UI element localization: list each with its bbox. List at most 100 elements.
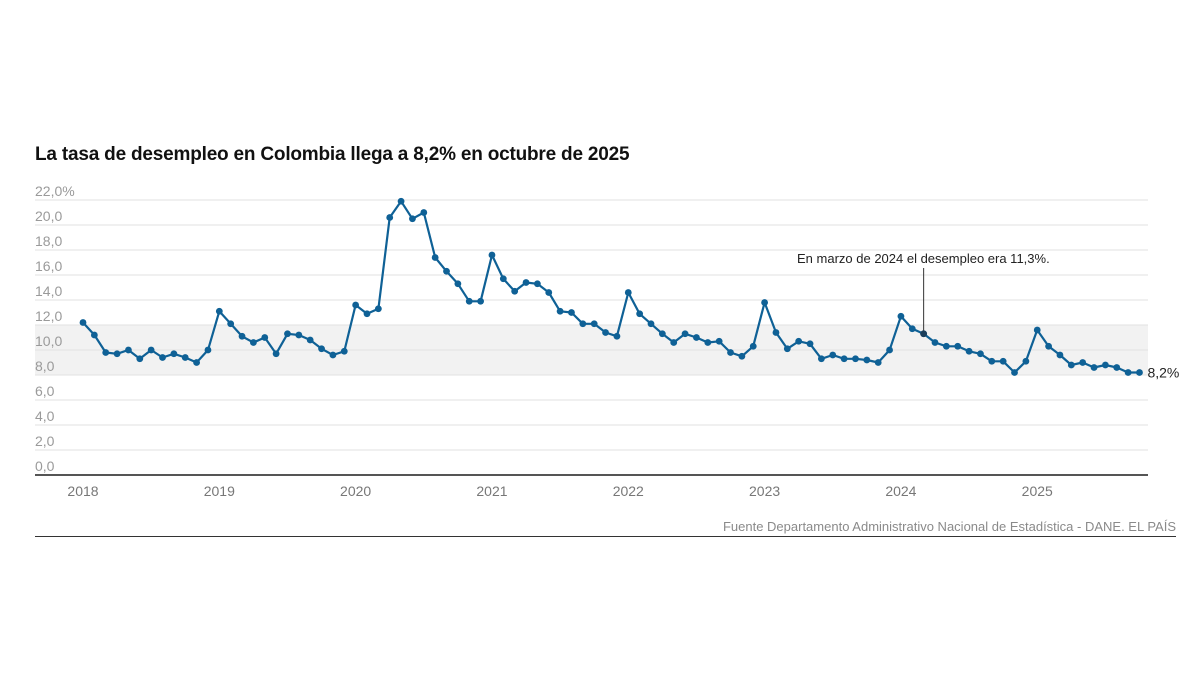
data-point xyxy=(522,279,530,286)
x-tick-label: 2018 xyxy=(67,483,98,499)
data-point xyxy=(499,275,507,283)
x-tick-label: 2022 xyxy=(613,483,644,499)
data-point xyxy=(511,287,519,295)
data-point xyxy=(250,339,257,346)
x-tick-label: 2020 xyxy=(340,483,371,499)
data-point xyxy=(1124,369,1132,376)
data-point xyxy=(670,339,678,346)
data-point xyxy=(477,297,484,305)
y-tick-label: 0,0 xyxy=(35,458,55,474)
data-point xyxy=(852,355,859,363)
y-tick-label: 6,0 xyxy=(35,383,55,399)
data-point xyxy=(409,215,416,223)
data-point xyxy=(102,349,110,356)
data-point xyxy=(397,197,405,205)
data-point xyxy=(1022,357,1030,365)
data-point xyxy=(942,342,950,350)
data-point xyxy=(386,214,394,221)
data-point xyxy=(568,309,575,316)
data-point xyxy=(693,334,700,341)
y-tick-label: 8,0 xyxy=(35,358,55,374)
data-point xyxy=(1067,361,1075,369)
data-point xyxy=(545,289,553,296)
data-point xyxy=(1011,369,1018,376)
data-point xyxy=(170,350,178,358)
annotation-label: En marzo de 2024 el desempleo era 11,3%. xyxy=(797,251,1050,266)
data-point xyxy=(136,355,144,363)
data-point xyxy=(863,356,871,364)
y-tick-label: 22,0% xyxy=(35,183,75,199)
chart-title: La tasa de desempleo en Colombia llega a… xyxy=(35,144,630,165)
data-point xyxy=(647,320,655,328)
y-tick-label: 18,0 xyxy=(35,233,62,249)
data-point xyxy=(431,254,439,261)
data-point xyxy=(420,209,428,216)
data-point xyxy=(579,320,587,328)
data-point xyxy=(79,319,87,326)
data-point xyxy=(1113,364,1121,371)
footer-divider xyxy=(35,536,1176,537)
data-point xyxy=(908,325,916,333)
data-point xyxy=(761,299,768,306)
data-point xyxy=(886,346,893,354)
data-point xyxy=(715,337,723,345)
data-point xyxy=(613,332,621,340)
data-point xyxy=(193,359,201,366)
data-point xyxy=(954,342,962,350)
y-tick-label: 16,0 xyxy=(35,258,62,274)
data-point xyxy=(1090,364,1098,371)
data-point xyxy=(238,332,246,340)
data-point xyxy=(284,330,291,338)
data-point xyxy=(999,357,1007,365)
data-point xyxy=(113,350,121,358)
data-point xyxy=(965,347,973,355)
data-point xyxy=(147,346,155,354)
data-point xyxy=(840,355,848,363)
data-point xyxy=(829,351,837,359)
data-point xyxy=(204,346,212,354)
data-point xyxy=(261,334,269,341)
annotated-point xyxy=(920,330,928,338)
data-point xyxy=(534,280,541,288)
series-line xyxy=(82,200,1140,374)
data-point xyxy=(658,330,666,338)
data-point xyxy=(772,329,780,336)
data-point xyxy=(181,354,189,361)
x-tick-label: 2023 xyxy=(749,483,780,499)
end-value-label: 8,2% xyxy=(1147,365,1179,381)
data-point xyxy=(602,329,609,336)
data-point xyxy=(90,331,98,339)
data-point xyxy=(363,310,371,318)
data-point xyxy=(454,280,462,288)
y-tick-label: 10,0 xyxy=(35,333,62,349)
data-point xyxy=(738,352,746,360)
data-point xyxy=(159,354,166,361)
data-point xyxy=(977,350,984,358)
data-point xyxy=(806,340,814,348)
data-point xyxy=(125,346,132,354)
data-point xyxy=(465,297,473,305)
data-point xyxy=(727,349,734,356)
data-point xyxy=(488,251,496,259)
data-point xyxy=(636,310,644,318)
data-point xyxy=(931,339,939,346)
data-point xyxy=(590,320,598,328)
data-point xyxy=(1045,342,1052,350)
data-point xyxy=(374,305,382,313)
y-tick-label: 14,0 xyxy=(35,283,62,299)
x-tick-label: 2019 xyxy=(204,483,235,499)
x-tick-label: 2024 xyxy=(885,483,916,499)
y-tick-label: 4,0 xyxy=(35,408,55,424)
data-point xyxy=(306,336,314,344)
source-note: Fuente Departamento Administrativo Nacio… xyxy=(722,519,1176,534)
data-point xyxy=(988,357,996,365)
data-point xyxy=(352,301,360,309)
x-tick-label: 2021 xyxy=(476,483,507,499)
data-point xyxy=(704,339,712,346)
data-point xyxy=(624,289,632,296)
data-point xyxy=(749,342,757,350)
data-point xyxy=(556,307,564,315)
data-point xyxy=(443,267,450,275)
data-point xyxy=(1056,351,1064,359)
data-point xyxy=(897,312,905,320)
